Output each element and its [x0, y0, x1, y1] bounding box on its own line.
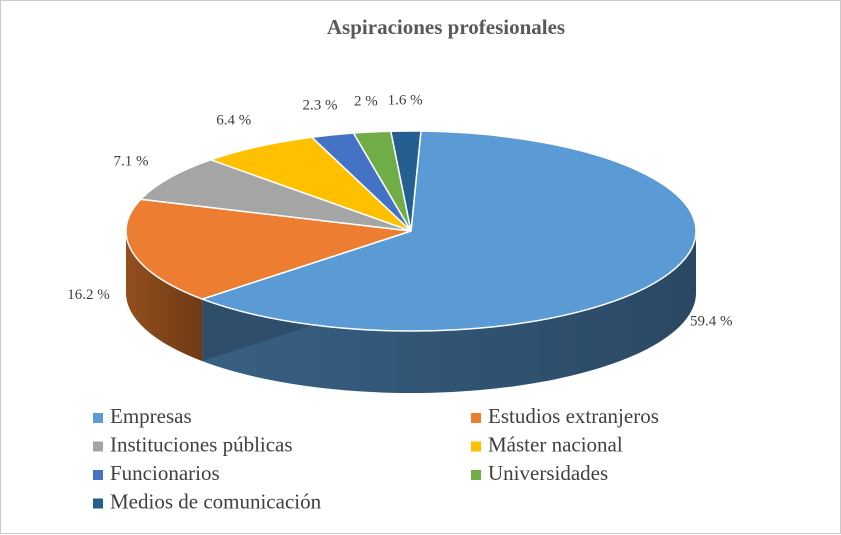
data-label-master-nacional: 6.4 %	[216, 113, 251, 129]
chart-title: Aspiraciones profesionales	[327, 15, 565, 39]
pie-slice-empresas	[199, 130, 697, 332]
legend-swatch	[93, 441, 103, 452]
pie-slice-medios-de-comunicacion	[389, 130, 422, 232]
legend-swatch	[93, 413, 103, 423]
legend-label: Universidades	[488, 461, 608, 485]
data-label-empresas: 59.4 %	[690, 314, 733, 330]
pie-slice-instituciones-publicas	[139, 159, 412, 232]
legend-swatch	[471, 441, 481, 452]
legend-item-estudios-extranjeros: Estudios extranjeros	[471, 404, 659, 428]
legend-item-master-nacional: Máster nacional	[471, 432, 623, 456]
legend-label: Máster nacional	[488, 432, 623, 456]
legend-label: Empresas	[110, 404, 192, 428]
data-label-universidades: 2 %	[354, 94, 378, 110]
pie-slice-master-nacional	[208, 136, 412, 232]
legend-label: Medios de comunicación	[110, 489, 322, 513]
legend-item-medios-de-comunicacion: Medios de comunicación	[93, 489, 322, 513]
legend-swatch	[93, 470, 103, 480]
pie-slice-side-shade	[126, 231, 203, 362]
legend-item-empresas: Empresas	[93, 404, 192, 428]
legend-swatch	[93, 498, 103, 509]
pie-slice-estudios-extranjeros	[125, 198, 412, 300]
data-label-instituciones-publicas: 7.1 %	[114, 154, 149, 170]
data-label-medios-de-comunicacion: 1.6 %	[388, 92, 423, 108]
legend-label: Funcionarios	[110, 461, 220, 485]
legend-label: Estudios extranjeros	[488, 404, 659, 428]
legend-item-universidades: Universidades	[471, 461, 608, 485]
legend-label: Instituciones públicas	[110, 432, 293, 456]
pie-slice-side-shade	[202, 231, 696, 393]
legend-swatch	[471, 413, 481, 423]
data-label-estudios-extranjeros: 16.2 %	[67, 287, 110, 303]
legend-item-instituciones-publicas: Instituciones públicas	[93, 432, 293, 456]
legend-swatch	[471, 470, 481, 480]
legend-item-funcionarios: Funcionarios	[93, 461, 220, 485]
data-label-funcionarios: 2.3 %	[303, 97, 338, 113]
